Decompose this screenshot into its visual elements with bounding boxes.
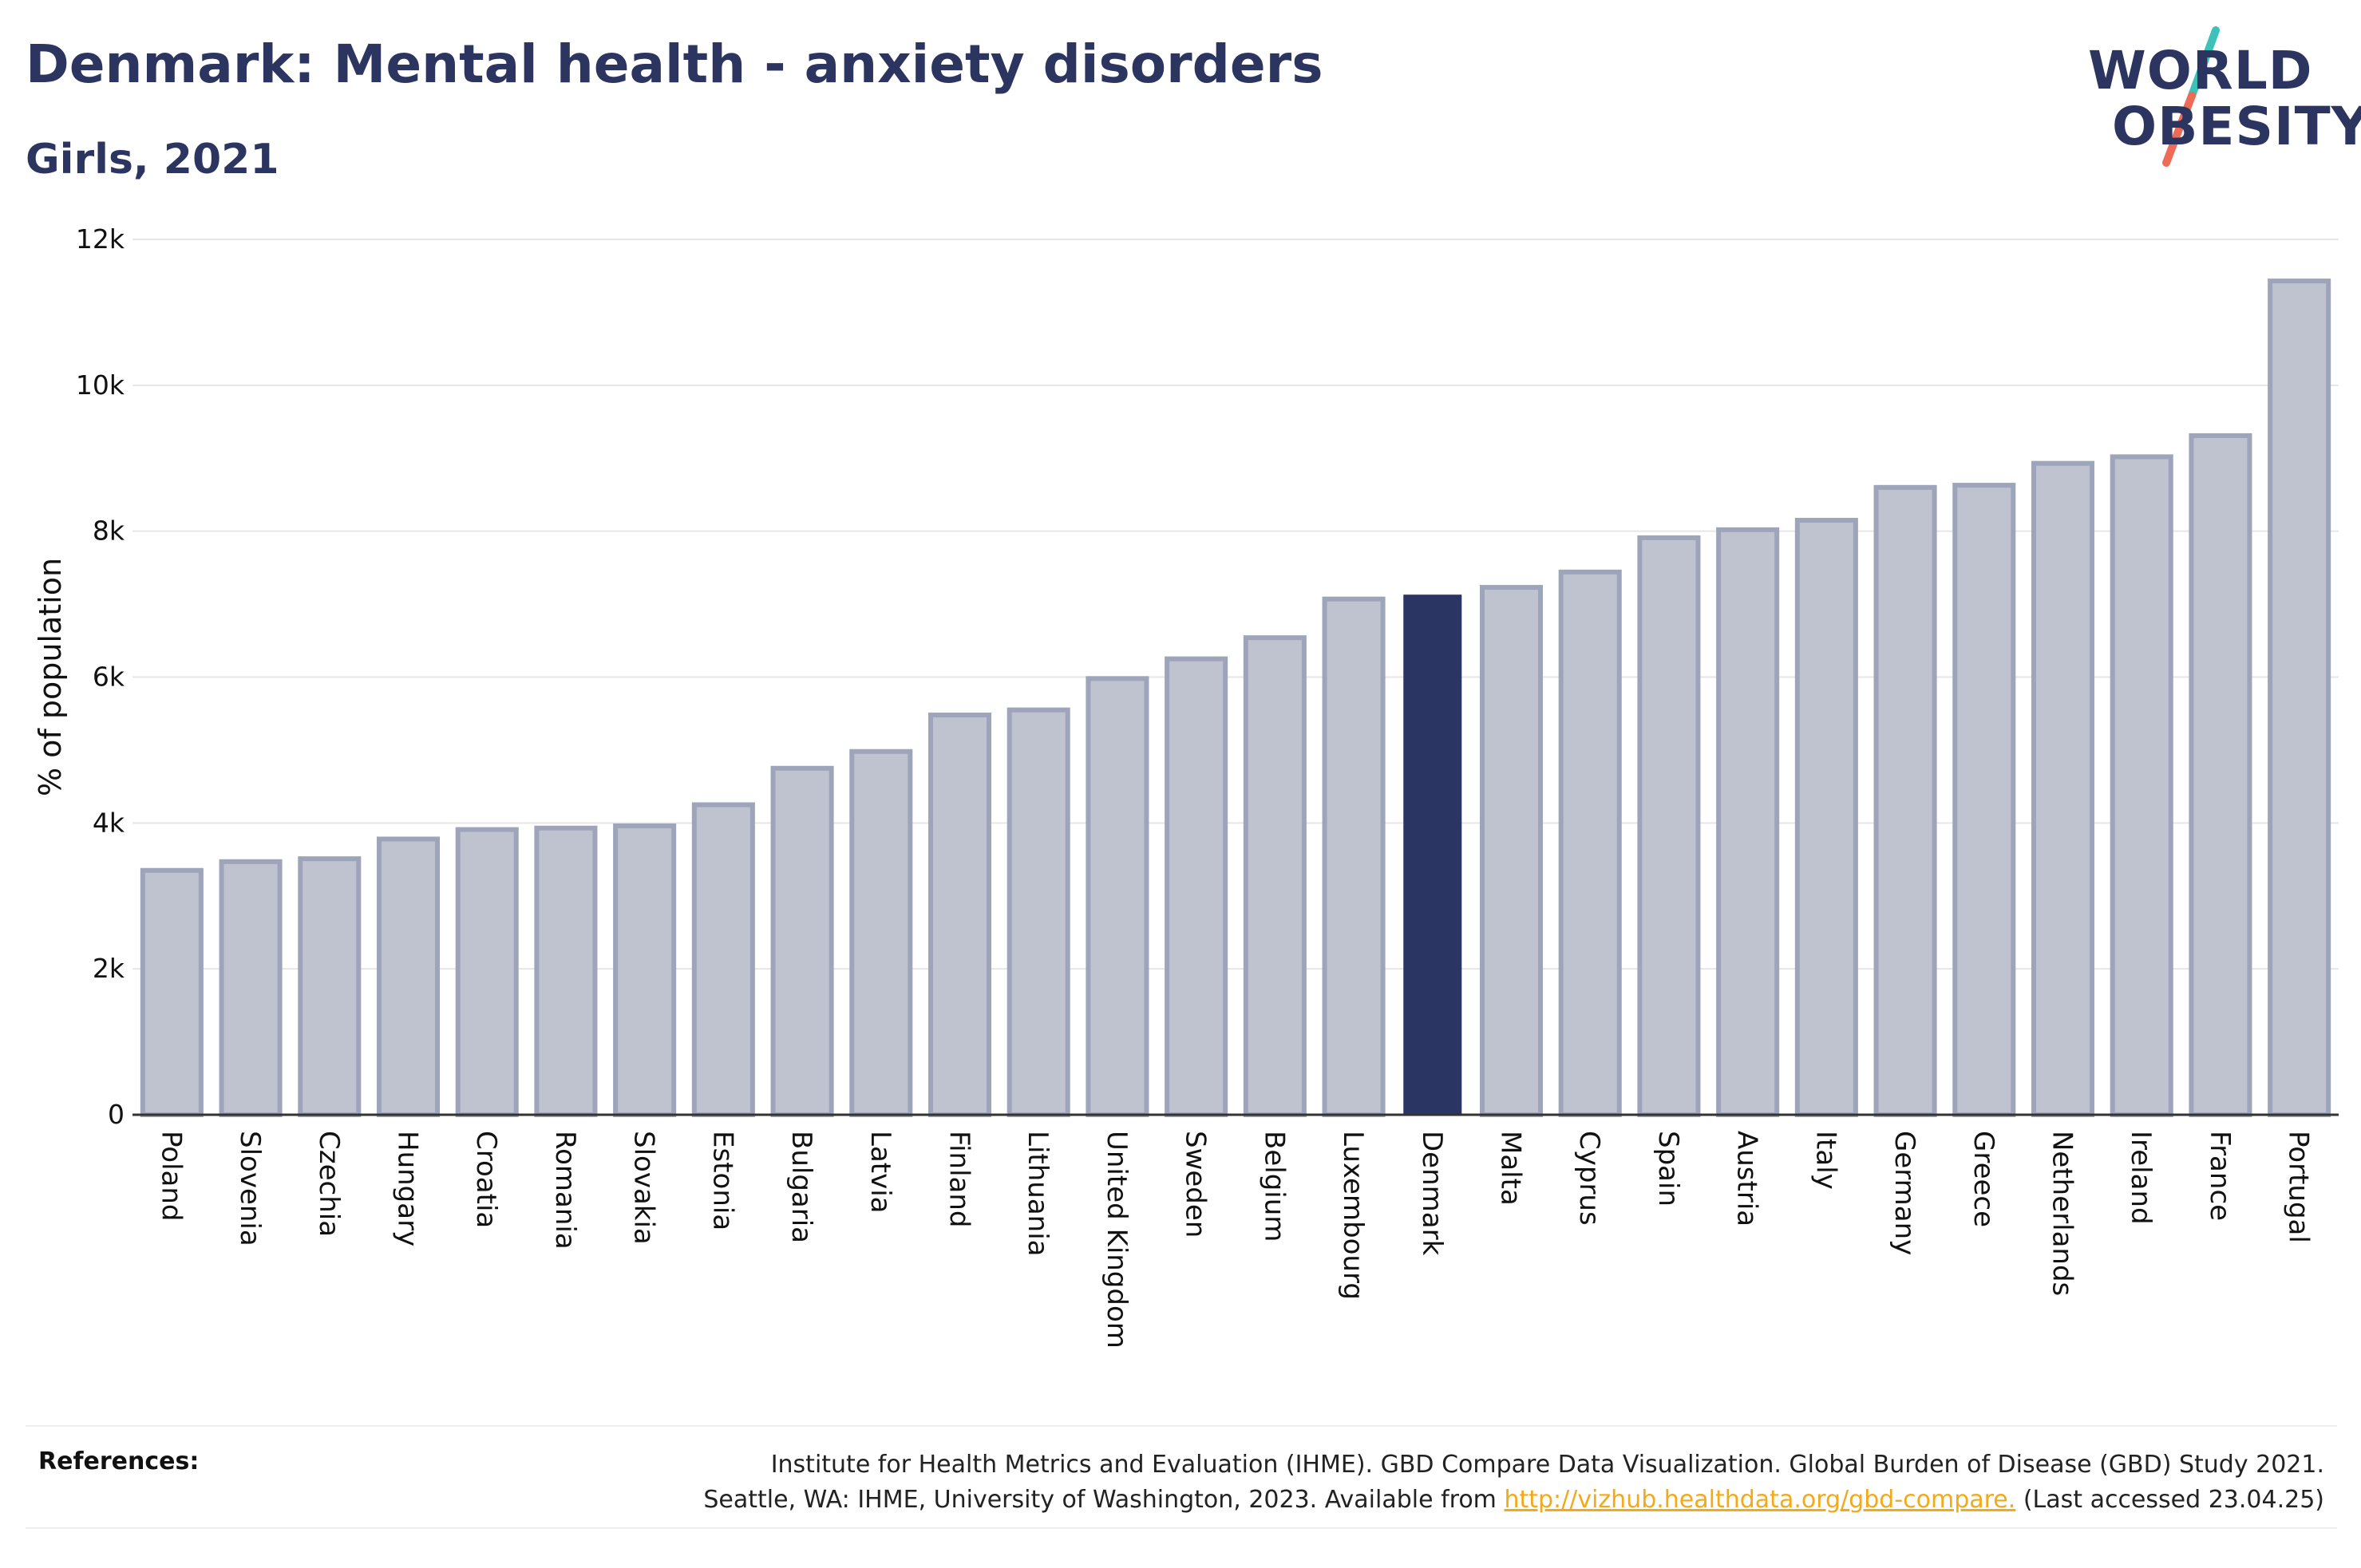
x-tick-label: Portugal (2283, 1131, 2315, 1243)
y-tick-label: 12k (76, 223, 125, 255)
bar (219, 859, 283, 1117)
references-line1: Institute for Health Metrics and Evaluat… (770, 1451, 2324, 1479)
bar (1716, 527, 1780, 1118)
logo-slash-icon (2162, 26, 2220, 167)
x-tick-label: Malta (1495, 1131, 1527, 1206)
x-tick-label: United Kingdom (1101, 1131, 1133, 1349)
y-tick-label: 4k (93, 807, 125, 838)
x-tick-label: France (2204, 1131, 2236, 1221)
bar (927, 713, 992, 1118)
x-tick-label: Denmark (1416, 1131, 1448, 1256)
bar (376, 836, 441, 1117)
x-tick-label: Sweden (1180, 1131, 1212, 1238)
x-tick-label: Croatia (470, 1131, 502, 1228)
bar (1637, 535, 1701, 1117)
bar (2110, 454, 2173, 1117)
bar (613, 823, 677, 1117)
x-tick-label: Romania (549, 1131, 581, 1250)
references-line2-end: (Last accessed 23.04.25) (2015, 1486, 2324, 1514)
bar (1243, 635, 1307, 1117)
x-tick-label: Bulgaria (785, 1131, 817, 1243)
references-panel: References: Institute for Health Metrics… (26, 1425, 2337, 1529)
bar (691, 802, 755, 1118)
bar (298, 856, 362, 1117)
y-axis-label: % of population (33, 558, 68, 796)
x-tick-label: Latvia (864, 1131, 896, 1214)
chart-subtitle: Girls, 2021 (26, 136, 279, 184)
bar (1558, 569, 1622, 1117)
world-obesity-logo: WORLD OBESITY (2075, 16, 2361, 168)
bar-chart: 0 2k 4k 6k 8k 10k 12k % of population Poland Slov… (33, 223, 2339, 1349)
bar (1794, 517, 1858, 1117)
x-tick-label: Cyprus (1573, 1131, 1605, 1226)
bar (1952, 483, 2016, 1117)
bar (1086, 676, 1149, 1117)
x-tick-label: Austria (1731, 1131, 1763, 1226)
x-tick-label: Slovenia (234, 1131, 266, 1246)
bar (770, 765, 834, 1117)
bar (140, 867, 204, 1117)
x-tick-label: Belgium (1258, 1131, 1290, 1242)
bar (1479, 585, 1544, 1117)
bar (2268, 278, 2331, 1117)
y-tick-label: 8k (93, 515, 125, 547)
bar (455, 827, 519, 1118)
logo-line1: WORLD (2088, 40, 2313, 101)
x-tick-label: Netherlands (2047, 1131, 2078, 1296)
y-tick-label: 2k (93, 953, 125, 984)
x-tick-label: Finland (943, 1131, 975, 1228)
x-tick-label: Lithuania (1022, 1131, 1054, 1256)
bar (1165, 656, 1228, 1117)
x-tick-label: Germany (1888, 1131, 1920, 1255)
bar (534, 825, 598, 1117)
tick-labels: 0 2k 4k 6k 8k 10k 12k % of population Poland Slov… (33, 223, 2315, 1349)
x-tick-label: Estonia (706, 1131, 738, 1230)
bar (1403, 594, 1462, 1115)
references-line2-start: Seattle, WA: IHME, University of Washing… (703, 1486, 1505, 1514)
y-tick-label: 0 (108, 1099, 125, 1130)
references-label: References: (38, 1448, 200, 1475)
references-link[interactable]: http://vizhub.healthdata.org/gbd-compare… (1504, 1486, 2016, 1514)
y-tick-label: 10k (76, 369, 125, 401)
bar (1006, 707, 1070, 1117)
x-tick-label: Greece (1968, 1131, 1999, 1227)
bar (2031, 460, 2095, 1117)
x-tick-label: Spain (1652, 1131, 1684, 1207)
references-text: Institute for Health Metrics and Evaluat… (703, 1448, 2324, 1518)
x-tick-label: Poland (155, 1131, 187, 1222)
bars (140, 278, 2331, 1118)
x-tick-label: Italy (1809, 1131, 1841, 1190)
x-tick-label: Hungary (392, 1131, 424, 1246)
references-line2: Seattle, WA: IHME, University of Washing… (703, 1483, 2324, 1518)
bar (1873, 484, 1937, 1118)
logo-line2: OBESITY (2112, 96, 2361, 157)
chart-title: Denmark: Mental health - anxiety disorde… (26, 34, 1323, 95)
bar (1322, 596, 1386, 1118)
x-tick-label: Ireland (2125, 1131, 2157, 1225)
x-tick-label: Luxembourg (1337, 1131, 1369, 1300)
bar (2189, 432, 2252, 1117)
x-tick-label: Slovakia (628, 1131, 660, 1245)
x-tick-label: Czechia (313, 1131, 345, 1237)
bar (849, 748, 913, 1117)
y-tick-label: 6k (93, 662, 125, 693)
